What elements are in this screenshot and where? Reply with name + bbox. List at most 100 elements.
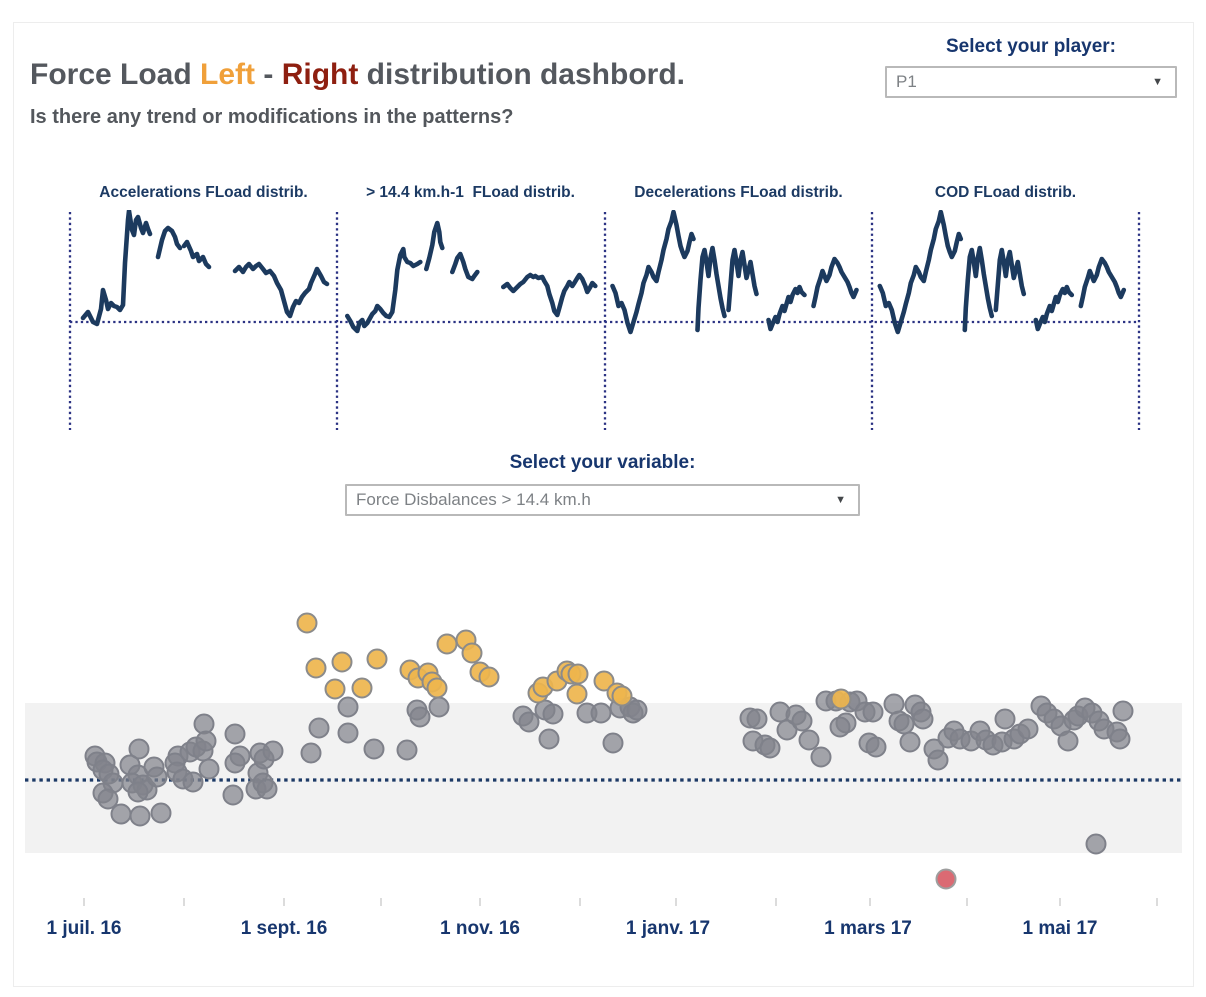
scatter-point-gray[interactable] bbox=[224, 752, 246, 774]
scatter-point-gray[interactable] bbox=[791, 710, 813, 732]
scatter-point-gray[interactable] bbox=[337, 696, 359, 718]
scatter-point-orange[interactable] bbox=[436, 633, 458, 655]
player-select-value: P1 bbox=[896, 72, 917, 91]
scatter-point-gray[interactable] bbox=[590, 702, 612, 724]
scatter-point-orange[interactable] bbox=[478, 666, 500, 688]
player-select-label: Select your player: bbox=[945, 36, 1117, 57]
sparkline-segment[interactable] bbox=[80, 210, 153, 327]
scatter-point-gray[interactable] bbox=[198, 758, 220, 780]
player-select[interactable]: P1 ▼ bbox=[885, 66, 1177, 98]
scatter-point-gray[interactable] bbox=[1085, 833, 1107, 855]
scatter-point-orange[interactable] bbox=[426, 677, 448, 699]
scatter-point-gray[interactable] bbox=[97, 788, 119, 810]
scatter-point-orange[interactable] bbox=[566, 683, 588, 705]
scatter-point-gray[interactable] bbox=[626, 699, 648, 721]
sparkline-segment[interactable] bbox=[610, 210, 696, 335]
scatter-point-gray[interactable] bbox=[195, 730, 217, 752]
scatter-point-orange[interactable] bbox=[830, 688, 852, 710]
sparkline-segment[interactable] bbox=[766, 284, 807, 332]
scatter-point-gray[interactable] bbox=[994, 708, 1016, 730]
scatter-point-gray[interactable] bbox=[865, 736, 887, 758]
scatter-point-gray[interactable] bbox=[538, 728, 560, 750]
sparkline-segment[interactable] bbox=[877, 210, 964, 335]
x-axis-label: 1 nov. 16 bbox=[440, 918, 520, 939]
sparkline-segment[interactable] bbox=[1033, 284, 1075, 332]
scatter-point-gray[interactable] bbox=[759, 737, 781, 759]
scatter-point-gray[interactable] bbox=[810, 746, 832, 768]
scatter-point-gray[interactable] bbox=[1017, 718, 1039, 740]
scatter-point-orange[interactable] bbox=[331, 651, 353, 673]
title-part-2: distribution dashbord. bbox=[358, 58, 685, 91]
sparkline-segment[interactable] bbox=[962, 245, 995, 333]
sparkline-segment[interactable] bbox=[1078, 256, 1127, 309]
scatter-point-orange[interactable] bbox=[351, 677, 373, 699]
scatter-point-gray[interactable] bbox=[829, 716, 851, 738]
scatter-point-gray[interactable] bbox=[363, 738, 385, 760]
title-dash: - bbox=[255, 58, 282, 91]
scatter-point-gray[interactable] bbox=[862, 701, 884, 723]
sparkline-title-accelerations: Accelerations FLoad distrib. bbox=[99, 184, 308, 201]
x-axis-label: 1 janv. 17 bbox=[625, 918, 711, 939]
sparkline-segment[interactable] bbox=[423, 220, 445, 272]
scatter-point-gray[interactable] bbox=[798, 729, 820, 751]
scatter-point-gray[interactable] bbox=[128, 738, 150, 760]
scatter-point-gray[interactable] bbox=[409, 706, 431, 728]
scatter-point-gray[interactable] bbox=[1112, 700, 1134, 722]
scatter-point-gray[interactable] bbox=[182, 771, 204, 793]
scatter-point-gray[interactable] bbox=[129, 805, 151, 827]
scatter-point-orange[interactable] bbox=[305, 657, 327, 679]
scatter-point-orange[interactable] bbox=[296, 612, 318, 634]
dashboard-border bbox=[13, 22, 1194, 987]
scatter-point-gray[interactable] bbox=[602, 732, 624, 754]
scatter-point-gray[interactable] bbox=[396, 739, 418, 761]
sparkline-segment[interactable] bbox=[811, 256, 859, 309]
scatter-point-gray[interactable] bbox=[912, 708, 934, 730]
sparkline-segment[interactable] bbox=[155, 225, 183, 260]
scatter-point-gray[interactable] bbox=[256, 778, 278, 800]
scatter-point-gray[interactable] bbox=[110, 803, 132, 825]
scatter-point-gray[interactable] bbox=[1109, 728, 1131, 750]
variable-select[interactable]: Force Disbalances > 14.4 km.h ▼ bbox=[345, 484, 860, 516]
x-axis-label: 1 sept. 16 bbox=[240, 918, 328, 939]
scatter-point-gray[interactable] bbox=[224, 723, 246, 745]
scatter-point-gray[interactable] bbox=[776, 719, 798, 741]
scatter-point-gray[interactable] bbox=[150, 802, 172, 824]
scatter-point-orange[interactable] bbox=[611, 685, 633, 707]
sparkline-segment[interactable] bbox=[500, 272, 598, 318]
scatter-point-gray[interactable] bbox=[262, 740, 284, 762]
variable-select-value: Force Disbalances > 14.4 km.h bbox=[356, 490, 591, 509]
x-axis-label: 1 mai 17 bbox=[1022, 918, 1098, 939]
scatter-point-gray[interactable] bbox=[542, 703, 564, 725]
scatter-point-gray[interactable] bbox=[337, 722, 359, 744]
sparkline-segment[interactable] bbox=[232, 261, 330, 319]
scatter-point-orange[interactable] bbox=[461, 642, 483, 664]
scatter-point-gray[interactable] bbox=[1057, 730, 1079, 752]
scatter-point-orange[interactable] bbox=[324, 678, 346, 700]
sparkline-title-speed: > 14.4 km.h-1 FLoad distrib. bbox=[366, 184, 575, 201]
scatter-point-gray[interactable] bbox=[300, 742, 322, 764]
scatter-point-gray[interactable] bbox=[428, 696, 450, 718]
scatter-point-orange[interactable] bbox=[366, 648, 388, 670]
scatter-point-gray[interactable] bbox=[127, 781, 149, 803]
scatter-point-red[interactable] bbox=[935, 868, 957, 890]
sparkline-segment[interactable] bbox=[344, 246, 423, 334]
scatter-point-gray[interactable] bbox=[927, 749, 949, 771]
sparkline-segment[interactable] bbox=[993, 247, 1027, 313]
scatter-point-gray[interactable] bbox=[518, 711, 540, 733]
scatter-point-gray[interactable] bbox=[746, 708, 768, 730]
scatter-point-orange[interactable] bbox=[567, 663, 589, 685]
scatter-point-gray[interactable] bbox=[222, 784, 244, 806]
sparkline-segment[interactable] bbox=[181, 239, 212, 270]
scatter-point-gray[interactable] bbox=[308, 717, 330, 739]
sparkline-segment[interactable] bbox=[726, 247, 759, 313]
scatter-point-orange[interactable] bbox=[593, 670, 615, 692]
scatter-point-gray[interactable] bbox=[146, 766, 168, 788]
sparkline-segment[interactable] bbox=[449, 251, 480, 282]
scatter-point-gray[interactable] bbox=[893, 713, 915, 735]
chevron-down-icon: ▼ bbox=[1152, 75, 1163, 88]
scatter-point-gray[interactable] bbox=[899, 731, 921, 753]
scatter-point-gray[interactable] bbox=[193, 713, 215, 735]
sparkline-title-cod: COD FLoad distrib. bbox=[934, 184, 1077, 201]
sparkline-segment[interactable] bbox=[695, 245, 727, 333]
